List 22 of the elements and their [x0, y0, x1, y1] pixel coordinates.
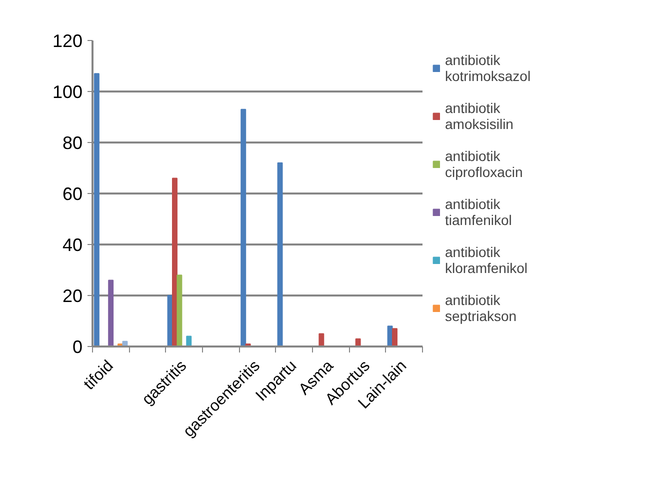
bar — [392, 328, 398, 346]
bar — [277, 162, 283, 346]
legend-label: antibiotik ciprofloxacin — [445, 147, 523, 182]
legend-label: antibiotik septriakson — [445, 291, 517, 326]
bar — [240, 108, 246, 346]
bar — [172, 178, 178, 346]
legend-label: antibiotik tiamfenikol — [445, 195, 512, 230]
y-tick-label: 80 — [62, 133, 83, 153]
legend-label: antibiotik kloramfenikol — [445, 243, 528, 278]
y-tick-label: 0 — [72, 337, 83, 357]
bar — [176, 274, 182, 346]
legend-label: antibiotik amoksisilin — [445, 99, 514, 134]
y-tick-label: 20 — [62, 286, 83, 306]
bar — [318, 333, 324, 346]
y-tick-label: 120 — [52, 31, 83, 51]
bar — [108, 280, 114, 346]
y-tick-label: 60 — [62, 184, 83, 204]
y-tick-label: 40 — [62, 235, 83, 255]
bar — [94, 73, 100, 346]
legend-label: antibiotik kotrimoksazol — [445, 51, 531, 86]
bar — [186, 336, 192, 346]
y-tick-label: 100 — [52, 82, 83, 102]
